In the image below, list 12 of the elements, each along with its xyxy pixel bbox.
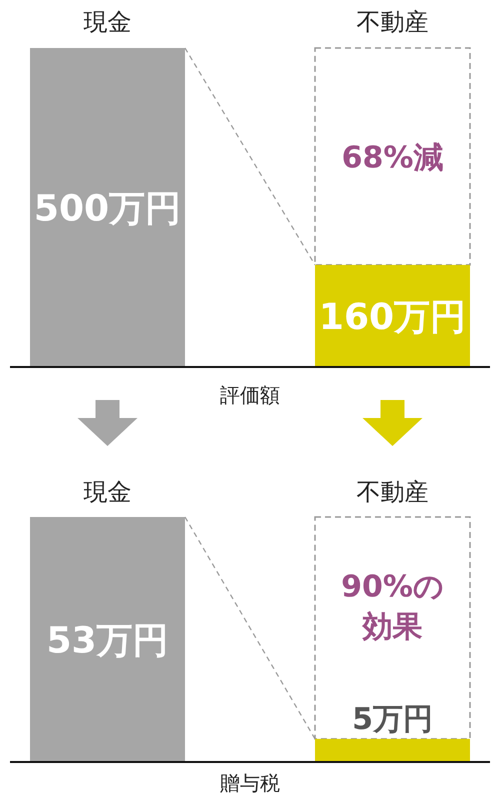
x-tick-label: 不動産 — [356, 478, 428, 506]
x-axis-title: 贈与税 — [220, 771, 280, 795]
x-tick-label: 不動産 — [356, 8, 428, 36]
x-tick-label: 現金 — [84, 8, 132, 36]
annotation: 90%の効果 — [341, 569, 444, 644]
data-label: 5万円 — [352, 702, 433, 737]
data-label: 53万円 — [46, 620, 169, 662]
data-label: 160万円 — [318, 296, 466, 338]
annotation: 68%減 — [342, 140, 444, 176]
x-axis-title: 評価額 — [220, 383, 280, 407]
data-label: 500万円 — [34, 188, 182, 230]
x-tick-label: 現金 — [84, 478, 132, 506]
